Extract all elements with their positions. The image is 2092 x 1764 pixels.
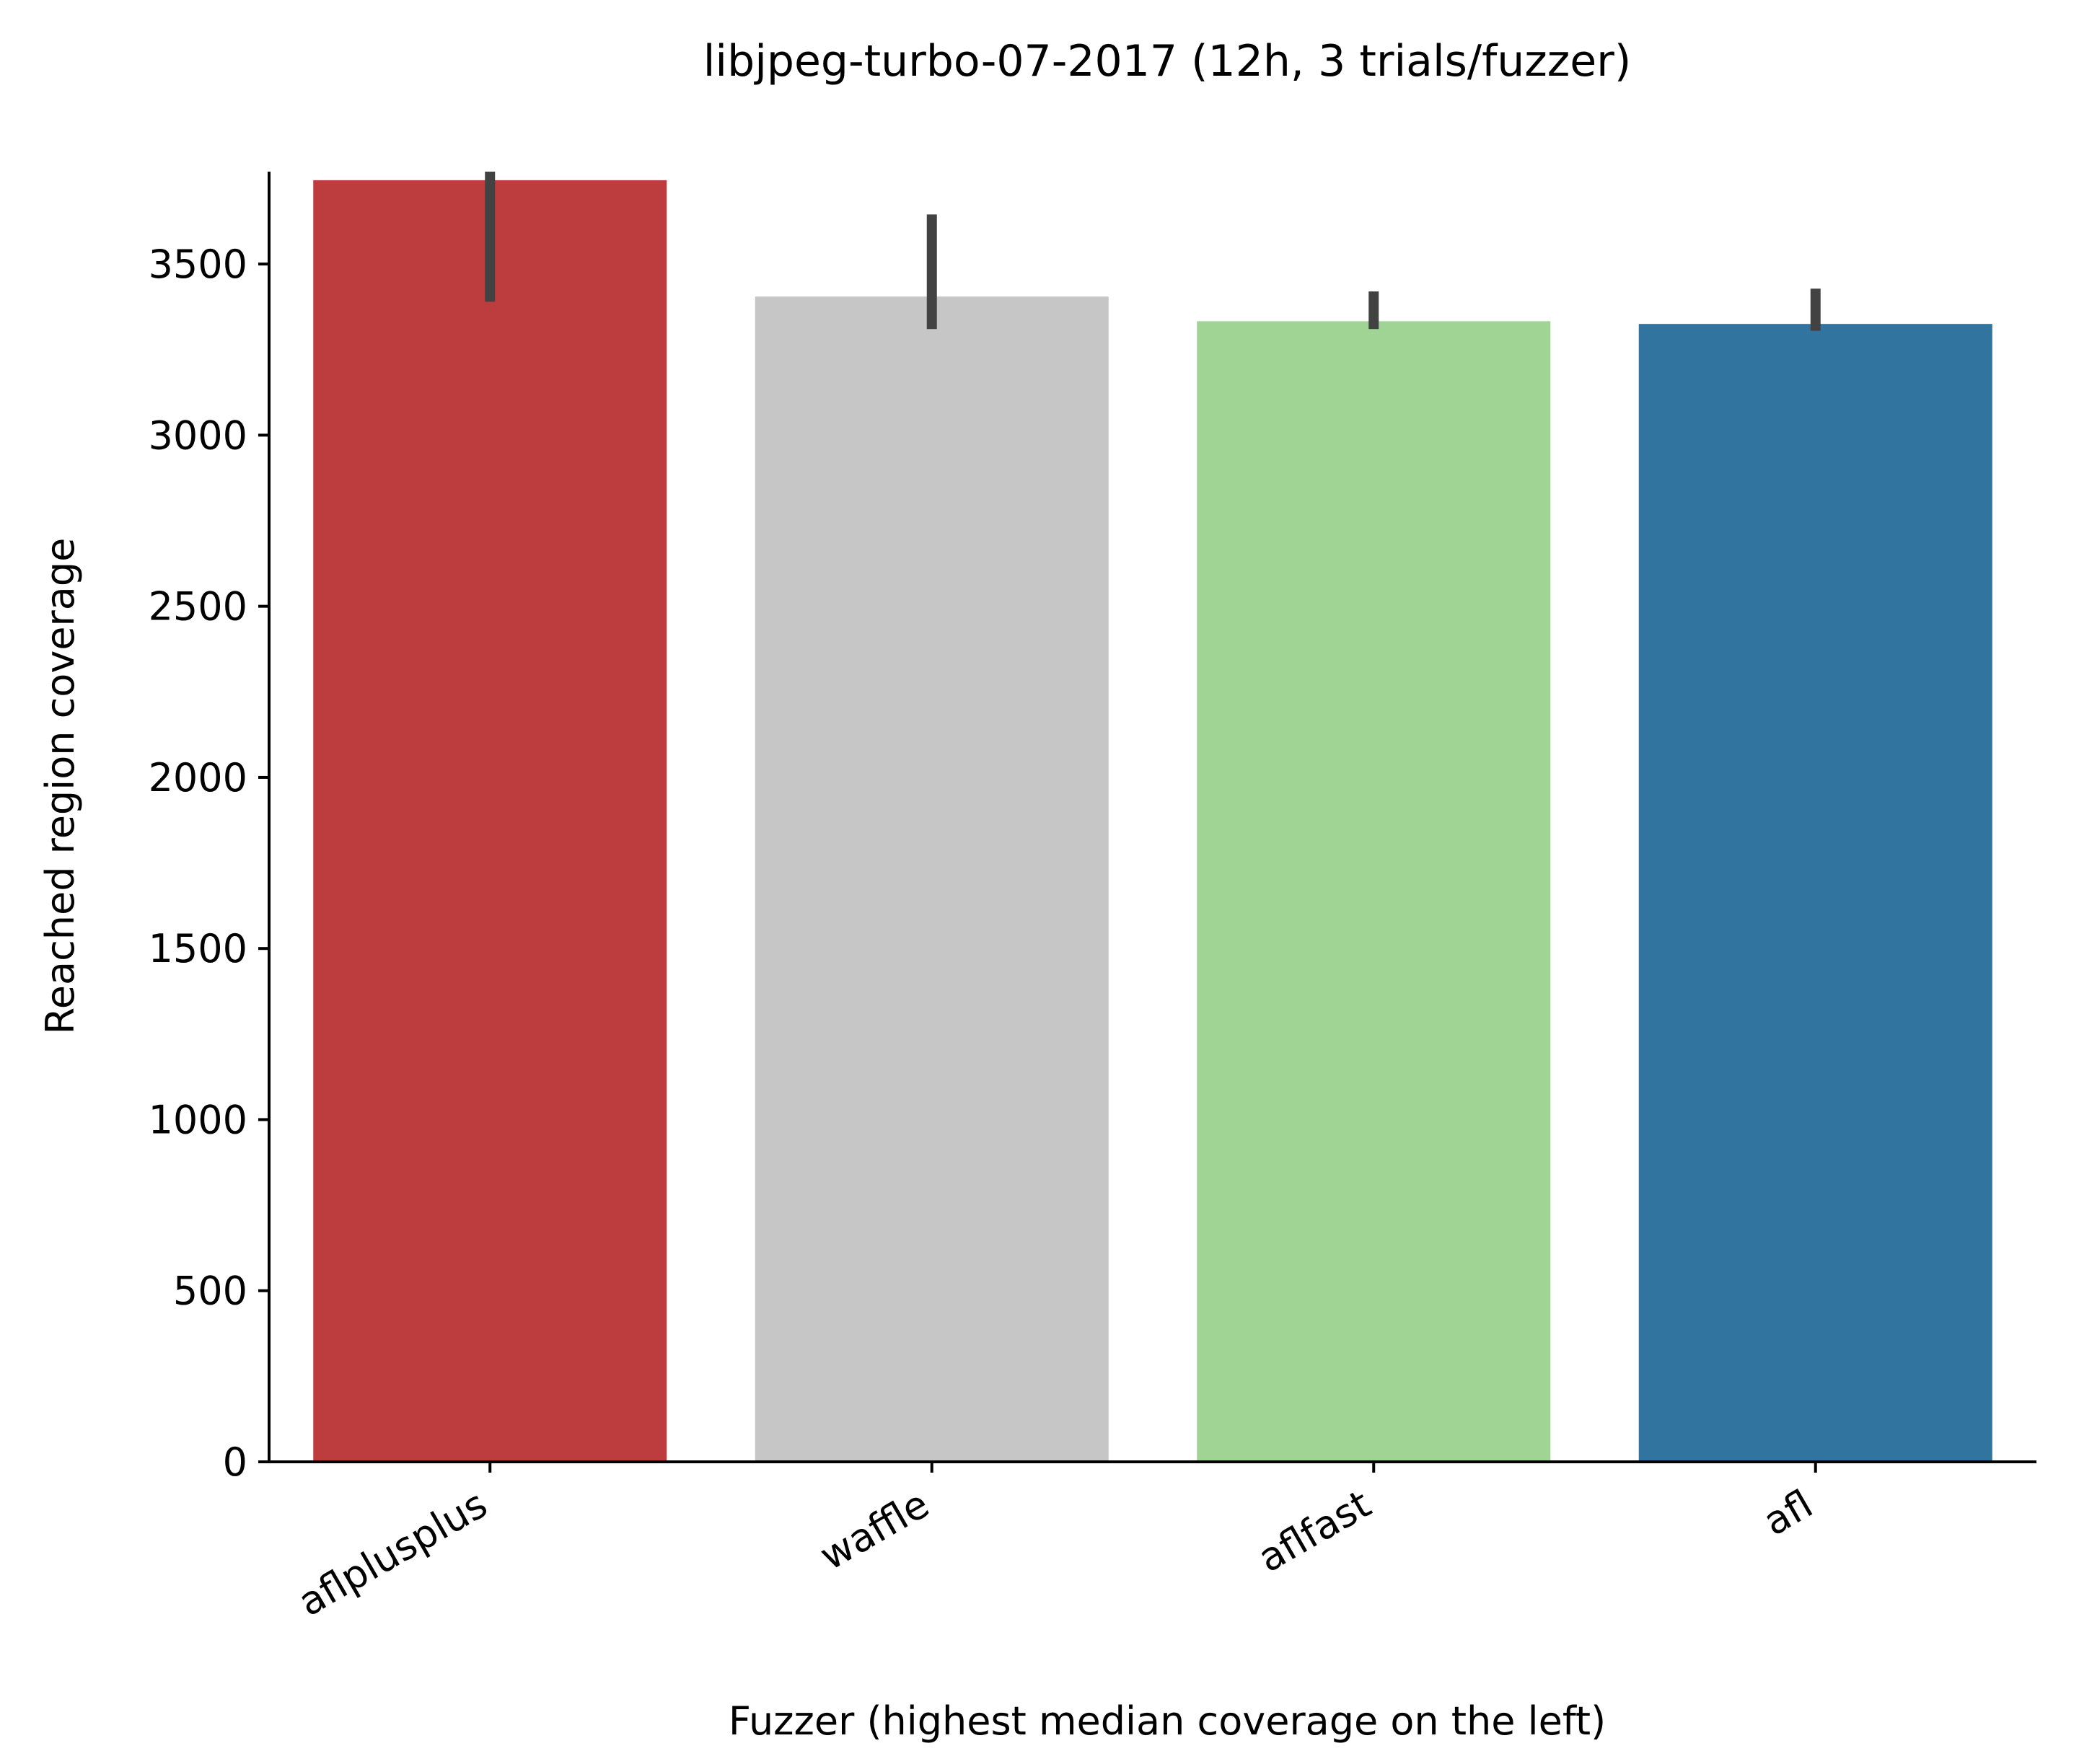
bar-aflfast: [1197, 321, 1551, 1462]
x-tick-label-waffle: waffle: [812, 1481, 936, 1579]
x-tick-label-aflplusplus: aflplusplus: [291, 1481, 495, 1626]
y-axis-label: Reached region coverage: [38, 538, 83, 1035]
y-tick-label-2000: 2000: [149, 755, 247, 801]
chart-title: libjpeg-turbo-07-2017 (12h, 3 trials/fuz…: [703, 36, 1631, 87]
errorbars-layer: [485, 172, 1821, 331]
bars-layer: [313, 180, 1992, 1463]
x-axis-label: Fuzzer (highest median coverage on the l…: [729, 1698, 1606, 1744]
bar-aflplusplus: [313, 180, 667, 1463]
x-axis: aflplusplus waffle aflfast afl: [269, 1460, 2036, 1626]
y-axis: 0 500 1000 1500 2000 2500 3000 3500: [149, 172, 271, 1485]
x-tick-label-afl: afl: [1756, 1481, 1821, 1545]
y-tick-label-1000: 1000: [149, 1097, 247, 1142]
bar-afl: [1638, 324, 1992, 1462]
y-tick-label-3000: 3000: [149, 413, 247, 458]
y-tick-label-1500: 1500: [149, 926, 247, 971]
y-tick-label-2500: 2500: [149, 584, 247, 630]
x-tick-label-aflfast: aflfast: [1250, 1481, 1378, 1582]
bar-waffle: [755, 296, 1109, 1463]
y-tick-label-0: 0: [223, 1439, 247, 1485]
y-tick-label-500: 500: [173, 1269, 247, 1314]
y-tick-label-3500: 3500: [149, 242, 247, 287]
